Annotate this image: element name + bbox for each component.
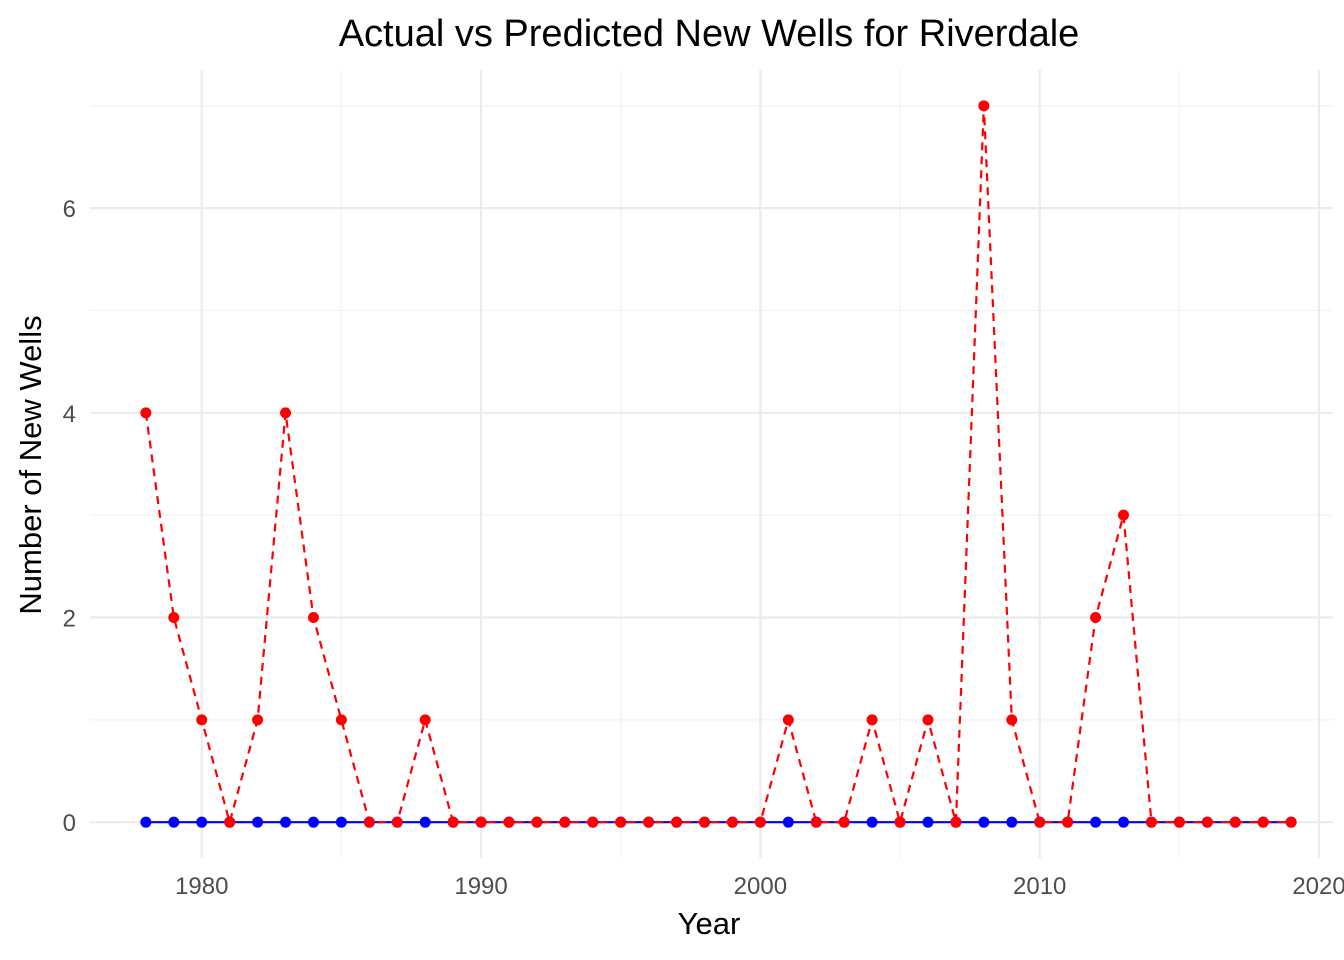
series-1-point (782, 816, 794, 828)
x-tick-label: 2020 (1292, 873, 1344, 900)
series-1-point (196, 816, 208, 828)
series-1-point (252, 816, 264, 828)
x-tick-label: 2010 (1013, 873, 1066, 900)
series-2-point (447, 816, 459, 828)
series-2-point (922, 714, 934, 726)
series-2-point (615, 816, 627, 828)
series-2-point (810, 816, 822, 828)
series-1-point (1006, 816, 1018, 828)
series-2-point (699, 816, 711, 828)
series-2-point (475, 816, 487, 828)
chart-title: Actual vs Predicted New Wells for Riverd… (339, 13, 1080, 55)
series-1-point (168, 816, 180, 828)
y-tick-label: 0 (63, 810, 76, 837)
x-axis-title: Year (678, 906, 741, 941)
series-1-point (140, 816, 152, 828)
series-1-point (866, 816, 878, 828)
y-tick-label: 2 (63, 606, 76, 633)
series-2-point (894, 816, 906, 828)
series-2-point (335, 714, 347, 726)
x-tick-labels: 1980 1990 2000 2010 2020 (175, 873, 1344, 900)
series-1-point (978, 816, 990, 828)
series-2-point (671, 816, 683, 828)
series-1-point (922, 816, 934, 828)
series-layer (140, 100, 1297, 828)
series-2-point (754, 816, 766, 828)
series-2-point (1118, 509, 1130, 521)
series-2-point (782, 714, 794, 726)
series-2-point (1145, 816, 1157, 828)
y-tick-label: 4 (63, 401, 76, 428)
series-2-point (391, 816, 403, 828)
series-2-point (1034, 816, 1046, 828)
series-2-point (1062, 816, 1074, 828)
series-2-point (503, 816, 515, 828)
series-2-point (280, 407, 292, 419)
series-2-line (144, 105, 1292, 827)
series-2-point (140, 407, 152, 419)
x-tick-label: 1990 (454, 873, 507, 900)
series-2-point (1201, 816, 1213, 828)
series-2-point (531, 816, 543, 828)
series-2-point (1257, 816, 1269, 828)
series-2-point (363, 816, 375, 828)
series-1-point (307, 816, 319, 828)
series-1-point (419, 816, 431, 828)
series-1-point (1118, 816, 1130, 828)
series-2-point (419, 714, 431, 726)
series-2-point (587, 816, 599, 828)
series-2-point (838, 816, 850, 828)
y-axis-title: Number of New Wells (13, 315, 48, 614)
series-2-point (1285, 816, 1297, 828)
series-1-point (1090, 816, 1102, 828)
series-1-point (280, 816, 292, 828)
x-tick-label: 1980 (175, 873, 228, 900)
series-2-point (168, 612, 180, 624)
series-2-point (224, 816, 236, 828)
series-2-point (950, 816, 962, 828)
series-2-point (559, 816, 571, 828)
series-2-point (196, 714, 208, 726)
series-2-point (1173, 816, 1185, 828)
series-1-point (335, 816, 347, 828)
series-2-point (1090, 612, 1102, 624)
series-2-point (978, 100, 990, 112)
series-2-point (252, 714, 264, 726)
series-2-point (1229, 816, 1241, 828)
x-tick-label: 2000 (734, 873, 787, 900)
series-2-point (726, 816, 738, 828)
series-2-point (307, 612, 319, 624)
y-tick-labels: 0 2 4 6 (63, 196, 76, 837)
y-tick-label: 6 (63, 196, 76, 223)
series-2-point (1006, 714, 1018, 726)
grid (90, 70, 1333, 858)
series-2-point (643, 816, 655, 828)
series-2-point (866, 714, 878, 726)
